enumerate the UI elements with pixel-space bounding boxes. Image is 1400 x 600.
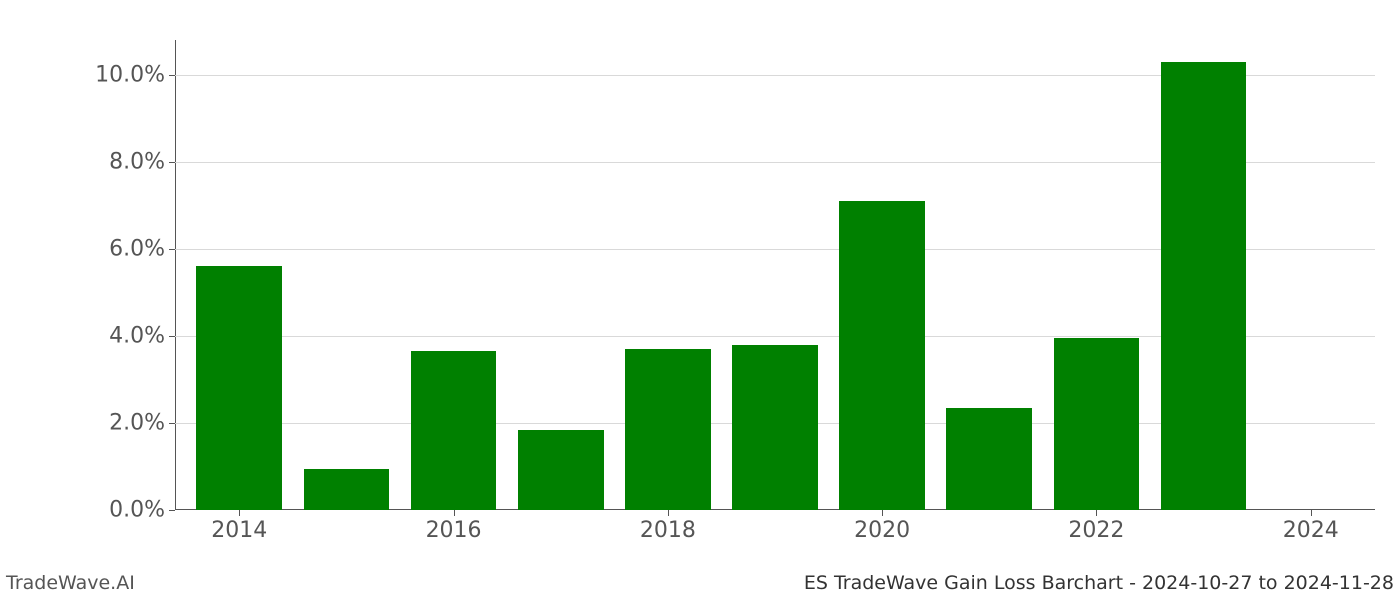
x-tick-label: 2022 [1068,510,1124,543]
y-tick-label: 2.0% [109,410,175,435]
bar [304,469,390,510]
y-tick-label: 10.0% [95,62,175,87]
y-tick-label: 8.0% [109,149,175,174]
y-tick-label: 6.0% [109,236,175,261]
x-tick-label: 2024 [1283,510,1339,543]
bar [839,201,925,510]
bar [411,351,497,510]
bar [1054,338,1140,510]
bar [518,430,604,511]
x-tick-label: 2016 [426,510,482,543]
gain-loss-barchart: 0.0% 2.0% 4.0% 6.0% 8.0% 10.0% 2014 2016 2018 202… [0,0,1400,600]
bar [946,408,1032,510]
x-tick-label: 2018 [640,510,696,543]
bar [196,266,282,510]
y-axis-line [175,40,176,510]
y-tick-label: 0.0% [109,498,175,523]
bar [732,345,818,510]
bar [1161,62,1247,510]
x-tick-label: 2014 [211,510,267,543]
footer-brand: TradeWave.AI [6,572,135,594]
y-tick-label: 4.0% [109,323,175,348]
bar [625,349,711,510]
plot-area: 0.0%2.0%4.0%6.0%8.0%10.0%201420162018202… [175,40,1375,510]
x-tick-label: 2020 [854,510,910,543]
footer-caption: ES TradeWave Gain Loss Barchart - 2024-1… [804,572,1394,594]
